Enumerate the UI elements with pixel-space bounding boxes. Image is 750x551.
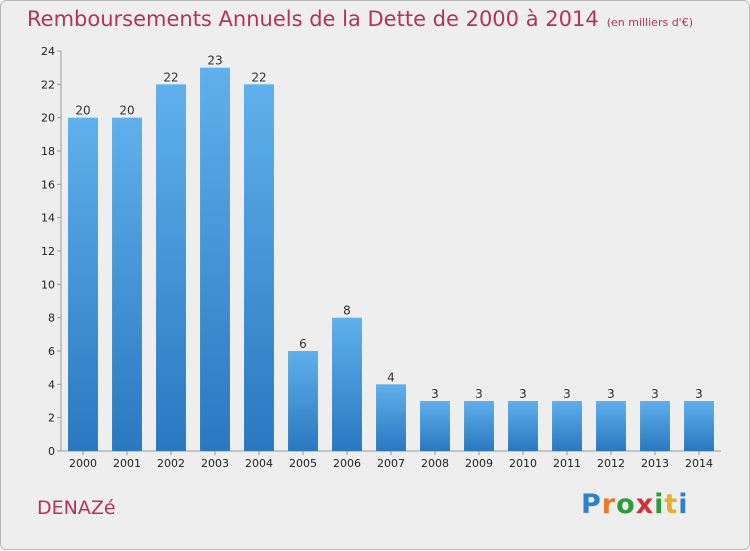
chart-title-text: Remboursements Annuels de la Dette de 20… — [27, 7, 599, 31]
bar-value-label: 23 — [207, 54, 222, 68]
bar — [244, 84, 274, 451]
y-tick-label: 10 — [41, 278, 55, 291]
bar-value-label: 3 — [651, 387, 659, 401]
y-tick-label: 18 — [41, 145, 55, 158]
bar — [112, 117, 142, 452]
x-tick-label: 2006 — [333, 457, 361, 470]
bar-value-label: 3 — [475, 387, 483, 401]
x-tick-label: 2009 — [465, 457, 493, 470]
x-tick-label: 2005 — [289, 457, 317, 470]
commune-name: DENAZé — [37, 497, 116, 519]
x-tick-label: 2002 — [157, 457, 185, 470]
bar — [508, 401, 538, 451]
logo-letter: t — [664, 489, 679, 520]
bar — [464, 401, 494, 451]
bar — [684, 401, 714, 451]
logo-letter: x — [635, 489, 655, 520]
y-tick-label: 12 — [41, 245, 55, 258]
x-tick-label: 2010 — [509, 457, 537, 470]
bar — [68, 117, 98, 452]
logo-letter: i — [654, 489, 665, 520]
bar-value-label: 3 — [695, 387, 703, 401]
logo-letter: o — [616, 489, 636, 520]
bar-value-label: 3 — [519, 387, 527, 401]
y-tick-label: 16 — [41, 178, 55, 191]
bar-value-label: 22 — [251, 70, 266, 84]
x-tick-label: 2008 — [421, 457, 449, 470]
bar — [200, 67, 230, 452]
bar-value-label: 20 — [119, 104, 134, 118]
logo-letter: i — [678, 489, 689, 520]
proxiti-logo: Proxiti — [581, 489, 689, 520]
y-tick-label: 0 — [48, 445, 55, 458]
logo-letter: P — [581, 489, 602, 520]
bar-value-label: 20 — [75, 104, 90, 118]
bar-value-label: 6 — [299, 337, 307, 351]
logo-letter: r — [601, 489, 617, 520]
x-tick-label: 2011 — [553, 457, 581, 470]
y-tick-label: 22 — [41, 78, 55, 91]
x-tick-label: 2003 — [201, 457, 229, 470]
x-tick-label: 2000 — [69, 457, 97, 470]
bar — [596, 401, 626, 451]
y-tick-label: 14 — [41, 212, 55, 225]
y-tick-label: 8 — [48, 312, 55, 325]
bar-value-label: 3 — [607, 387, 615, 401]
bar-value-label: 22 — [163, 70, 178, 84]
bar-value-label: 3 — [563, 387, 571, 401]
bar — [332, 317, 362, 451]
bar — [288, 351, 318, 451]
bar — [640, 401, 670, 451]
x-tick-label: 2007 — [377, 457, 405, 470]
y-tick-label: 6 — [48, 345, 55, 358]
chart-unit: (en milliers d'€) — [606, 16, 693, 29]
x-tick-label: 2004 — [245, 457, 273, 470]
bar — [156, 84, 186, 451]
x-tick-label: 2013 — [641, 457, 669, 470]
x-tick-label: 2001 — [113, 457, 141, 470]
y-tick-label: 24 — [41, 45, 55, 58]
y-tick-label: 2 — [48, 412, 55, 425]
y-tick-label: 20 — [41, 112, 55, 125]
bar — [552, 401, 582, 451]
bar-value-label: 8 — [343, 304, 351, 318]
bar-value-label: 3 — [431, 387, 439, 401]
y-tick-label: 4 — [48, 378, 55, 391]
chart-bars: 20 20 22 23 22 6 8 4 3 3 3 3 3 3 3 — [68, 54, 714, 452]
x-tick-label: 2012 — [597, 457, 625, 470]
bar — [420, 401, 450, 451]
bar-value-label: 4 — [387, 370, 395, 384]
bar — [376, 384, 406, 451]
x-tick-label: 2014 — [685, 457, 713, 470]
chart-title: Remboursements Annuels de la Dette de 20… — [27, 7, 693, 31]
